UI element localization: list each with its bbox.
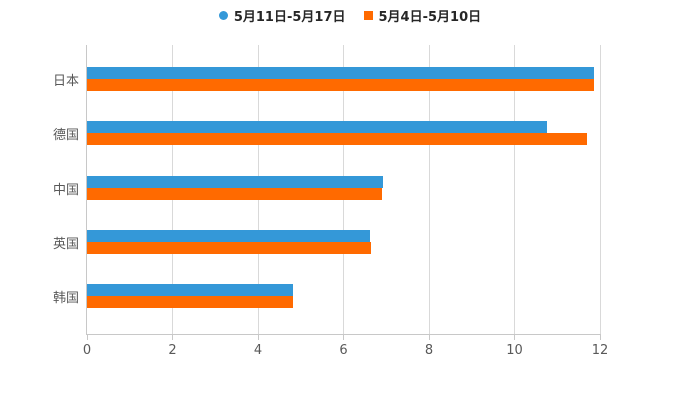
bar-series1[interactable]: [87, 175, 384, 188]
x-tick-label: 12: [591, 343, 609, 358]
gridline: [514, 45, 515, 334]
category-label: 英国: [52, 236, 79, 252]
bar-series2[interactable]: [87, 241, 371, 254]
x-axis-tick: [599, 334, 601, 340]
category-label: 德国: [52, 128, 79, 144]
x-tick-label: 2: [168, 343, 177, 358]
x-axis-tick: [257, 334, 259, 340]
legend-item-series2[interactable]: 5月4日-5月10日: [363, 6, 482, 25]
bar-series2[interactable]: [87, 133, 588, 146]
category-label: 中国: [52, 182, 79, 198]
bar-series2[interactable]: [87, 187, 382, 200]
bar-series1[interactable]: [87, 229, 370, 242]
bar-series1[interactable]: [87, 67, 595, 79]
plot-area: 0 2 4 6 8 10 12 日本德国中国英国韩国: [53, 45, 608, 358]
x-tick-label: 0: [82, 343, 92, 358]
bar-series2[interactable]: [87, 79, 594, 91]
legend-label-series1: 5月11日-5月17日: [233, 10, 346, 25]
bar-series1[interactable]: [87, 284, 294, 297]
gridline: [428, 45, 430, 334]
category-label: 韩国: [52, 291, 79, 307]
chart-legend: 5月11日-5月17日 5月4日-5月10日: [0, 6, 700, 25]
x-axis-tick: [86, 334, 88, 340]
category-label: 日本: [52, 74, 79, 89]
x-axis-tick: [343, 334, 344, 340]
gridline: [599, 45, 601, 334]
legend-square-marker-icon: [363, 11, 373, 20]
bar-series1[interactable]: [87, 121, 547, 134]
x-tick-label: 10: [506, 343, 523, 358]
legend-label-series2: 5月4日-5月10日: [378, 10, 482, 25]
bar-series2[interactable]: [87, 296, 293, 309]
x-axis-tick: [428, 334, 430, 340]
x-tick-label: 4: [253, 343, 263, 358]
x-tick-label: 6: [339, 343, 348, 358]
x-tick-label: 8: [424, 343, 434, 358]
legend-circle-marker-icon: [218, 11, 228, 20]
x-axis-tick: [172, 334, 173, 340]
legend-item-series1[interactable]: 5月11日-5月17日: [218, 6, 346, 25]
x-axis-tick: [514, 334, 515, 340]
